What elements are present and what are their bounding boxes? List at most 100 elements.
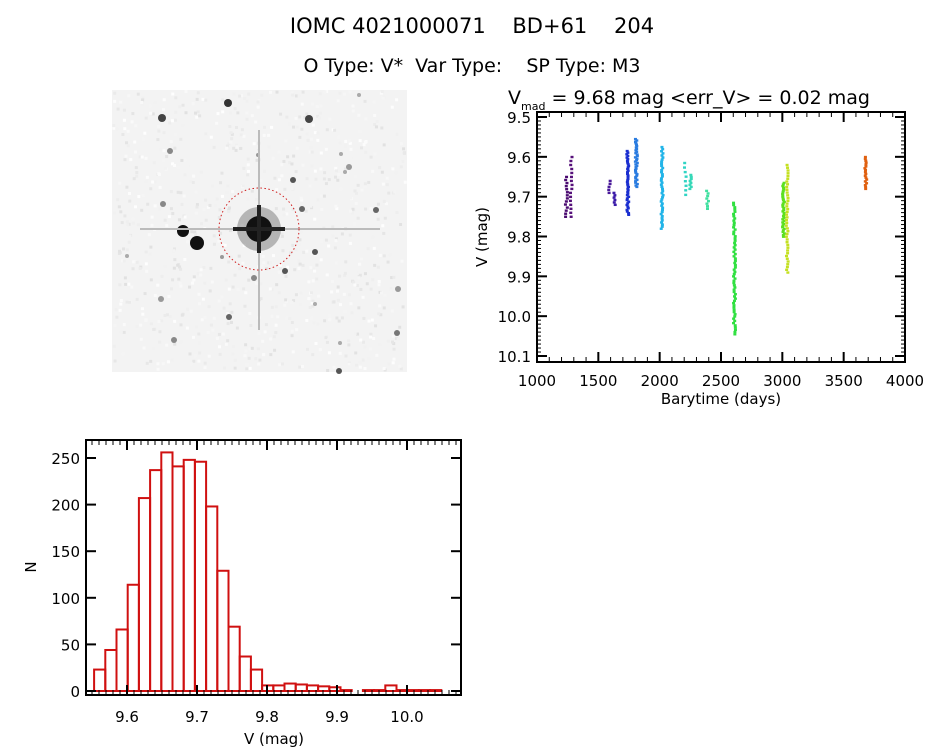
- data-point: [732, 275, 736, 278]
- noise-pixel: [353, 331, 357, 335]
- noise-pixel: [285, 115, 289, 119]
- star: [160, 201, 166, 207]
- noise-pixel: [209, 135, 213, 139]
- data-point: [569, 179, 573, 183]
- data-point: [613, 198, 617, 202]
- noise-pixel: [356, 183, 360, 187]
- noise-pixel: [262, 169, 266, 173]
- noise-pixel: [263, 125, 267, 129]
- noise-pixel: [231, 285, 235, 289]
- data-point: [634, 146, 638, 149]
- noise-pixel: [242, 287, 246, 291]
- data-point: [864, 187, 868, 191]
- data-point: [863, 174, 867, 177]
- noise-pixel: [125, 300, 129, 304]
- histogram-bar: [339, 689, 353, 692]
- y-tick-label: 9.8: [507, 229, 531, 247]
- plot-frame: [85, 439, 462, 696]
- data-point: [660, 150, 664, 153]
- noise-pixel: [248, 366, 252, 370]
- noise-pixel: [192, 278, 196, 282]
- noise-pixel: [135, 174, 139, 178]
- noise-pixel: [392, 357, 396, 361]
- data-point: [733, 239, 737, 242]
- data-point: [659, 200, 663, 203]
- noise-pixel: [310, 251, 314, 255]
- noise-pixel: [149, 187, 153, 191]
- data-point: [786, 249, 790, 252]
- noise-pixel: [123, 158, 127, 162]
- noise-pixel: [336, 99, 340, 103]
- noise-pixel: [290, 334, 294, 338]
- noise-pixel: [204, 98, 208, 102]
- noise-pixel: [299, 230, 303, 234]
- noise-pixel: [141, 98, 145, 102]
- noise-pixel: [214, 203, 218, 207]
- noise-pixel: [306, 138, 310, 142]
- diffraction-spike: [233, 227, 285, 231]
- noise-pixel: [358, 139, 362, 143]
- noise-pixel: [149, 322, 153, 326]
- data-point: [781, 235, 785, 238]
- noise-pixel: [122, 259, 126, 263]
- data-point: [626, 166, 630, 169]
- histogram-bar: [193, 460, 208, 692]
- data-point: [565, 197, 569, 200]
- noise-pixel: [116, 107, 120, 111]
- noise-pixel: [269, 90, 273, 94]
- noise-pixel: [126, 144, 130, 148]
- noise-pixel: [116, 198, 120, 202]
- noise-pixel: [183, 158, 187, 162]
- data-point: [781, 194, 785, 197]
- noise-pixel: [160, 319, 164, 323]
- noise-pixel: [248, 312, 252, 316]
- data-point: [634, 181, 638, 184]
- data-point: [569, 203, 573, 207]
- noise-pixel: [283, 187, 287, 191]
- noise-pixel: [220, 295, 224, 299]
- data-point: [635, 158, 639, 162]
- noise-pixel: [170, 358, 174, 362]
- noise-pixel: [311, 304, 315, 308]
- noise-pixel: [398, 325, 402, 329]
- noise-pixel: [112, 211, 116, 215]
- noise-pixel: [169, 140, 173, 144]
- noise-pixel: [174, 110, 178, 114]
- noise-pixel: [176, 190, 180, 194]
- data-point: [705, 189, 709, 193]
- noise-pixel: [372, 100, 376, 104]
- data-point: [781, 224, 785, 227]
- noise-pixel: [125, 220, 129, 224]
- noise-pixel: [322, 134, 326, 138]
- noise-pixel: [345, 171, 349, 175]
- histogram-bar: [182, 458, 196, 693]
- y-axis-label: N: [22, 561, 40, 572]
- noise-pixel: [294, 293, 298, 297]
- data-point: [607, 188, 611, 192]
- noise-pixel: [156, 138, 160, 142]
- noise-pixel: [344, 139, 348, 143]
- noise-pixel: [245, 363, 249, 367]
- noise-pixel: [132, 177, 136, 181]
- data-point: [785, 241, 789, 244]
- data-point: [626, 174, 630, 177]
- noise-pixel: [292, 125, 296, 129]
- noise-pixel: [334, 239, 338, 243]
- data-point: [660, 162, 664, 166]
- noise-pixel: [197, 302, 201, 306]
- noise-pixel: [197, 359, 201, 363]
- noise-pixel: [315, 105, 319, 109]
- noise-pixel: [230, 132, 234, 136]
- noise-pixel: [307, 280, 311, 284]
- data-point: [625, 172, 629, 176]
- data-point: [684, 189, 688, 192]
- noise-pixel: [143, 131, 147, 135]
- noise-pixel: [309, 146, 313, 150]
- noise-pixel: [126, 129, 130, 133]
- noise-pixel: [143, 292, 147, 296]
- noise-pixel: [336, 178, 340, 182]
- data-point: [786, 183, 790, 186]
- noise-pixel: [335, 316, 339, 320]
- noise-pixel: [369, 287, 373, 291]
- noise-pixel: [150, 215, 154, 219]
